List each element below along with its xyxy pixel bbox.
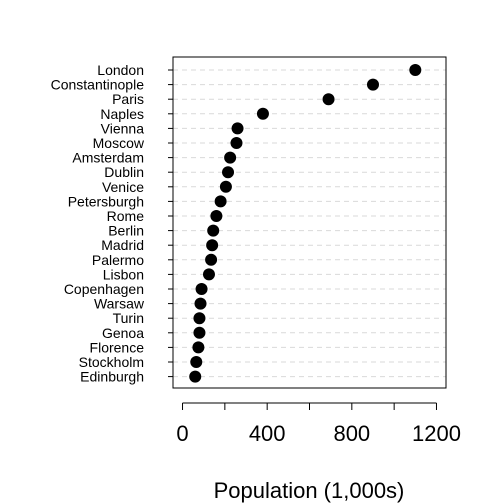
grid-lines (173, 69, 446, 378)
category-label: Palermo (92, 252, 144, 268)
data-point (219, 180, 232, 193)
data-point (256, 107, 269, 120)
data-points (189, 64, 422, 383)
category-label: Vienna (101, 120, 145, 136)
data-point (322, 93, 335, 106)
data-point (224, 151, 237, 164)
data-point (409, 64, 422, 76)
x-axis: 0 400 800 1200 (176, 402, 461, 446)
data-point (192, 341, 205, 354)
data-point (190, 356, 203, 368)
data-point (214, 195, 227, 208)
category-label: Madrid (101, 237, 144, 253)
data-point (207, 224, 220, 237)
plot-frame (172, 56, 447, 389)
category-label: Turin (113, 310, 144, 326)
data-point (231, 122, 244, 135)
x-tick-label: 0 (176, 421, 188, 446)
data-point (195, 283, 208, 295)
x-axis-title: Population (1,000s) (214, 478, 405, 503)
category-label: Dublin (104, 164, 144, 180)
category-label: Genoa (102, 325, 144, 341)
category-label: London (97, 62, 144, 78)
x-tick-label: 400 (249, 421, 286, 446)
data-point (205, 253, 218, 266)
category-label: Paris (112, 91, 144, 107)
x-tick-label: 800 (333, 421, 370, 446)
x-tick-label: 1200 (412, 421, 461, 446)
category-label: Rome (107, 208, 145, 224)
category-label: Warsaw (94, 296, 145, 312)
category-label: Florence (90, 339, 145, 355)
category-label: Stockholm (79, 354, 144, 370)
data-point (222, 166, 235, 179)
category-label: Petersburgh (68, 193, 144, 209)
category-label: Naples (100, 106, 144, 122)
data-point (230, 137, 243, 149)
data-point (366, 78, 379, 91)
data-point (210, 210, 223, 222)
category-label: Moscow (93, 135, 145, 151)
data-point (193, 312, 206, 325)
category-label: Copenhagen (64, 281, 144, 297)
data-point (193, 326, 206, 339)
data-point (189, 370, 202, 383)
category-labels: LondonConstantinopleParisNaplesViennaMos… (51, 62, 173, 385)
data-point (206, 239, 219, 252)
data-point (194, 297, 207, 310)
category-label: Lisbon (103, 266, 144, 282)
category-label: Venice (102, 179, 144, 195)
category-label: Edinburgh (80, 369, 144, 385)
data-point (202, 268, 215, 281)
category-label: Berlin (108, 223, 144, 239)
category-label: Amsterdam (72, 150, 144, 166)
category-label: Constantinople (51, 77, 145, 93)
